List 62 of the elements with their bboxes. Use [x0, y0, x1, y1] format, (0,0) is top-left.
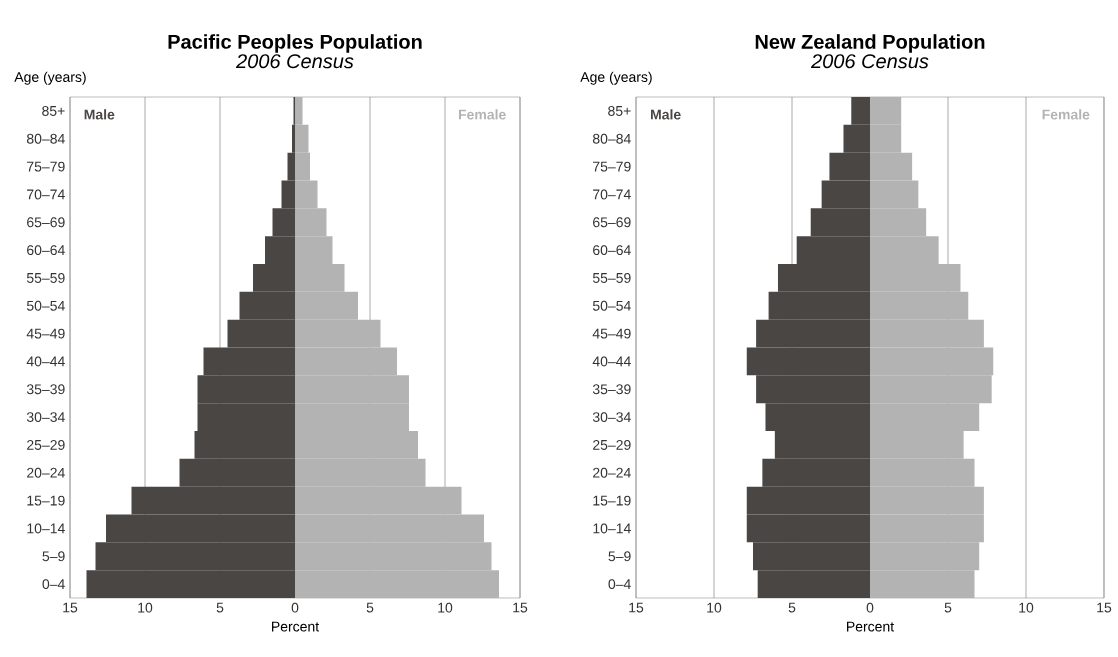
- y-tick-label: 65–69: [27, 217, 65, 228]
- y-tick-label: 45–49: [592, 328, 631, 339]
- x-tick-label: 0: [291, 602, 299, 613]
- x-tick-label: 10: [138, 602, 153, 613]
- y-tick-label: 85+: [608, 105, 631, 116]
- x-tick-label: 5: [366, 602, 374, 613]
- chart-title: New Zealand Population: [755, 34, 985, 53]
- text: Male: [651, 109, 681, 120]
- text: Female: [1042, 109, 1090, 120]
- y-tick-label: 60–64: [593, 245, 631, 256]
- y-tick-label: 25–29: [593, 439, 631, 450]
- chart-subtitle: 2006 Census: [235, 54, 354, 69]
- chart-title: Pacific Peoples Population: [168, 34, 422, 53]
- text: Male: [84, 109, 115, 120]
- y-tick-label: 15–19: [593, 495, 631, 506]
- x-axis-title: Percent: [847, 621, 895, 632]
- x-tick-label: 15: [63, 602, 78, 613]
- y-tick-label: 20–24: [593, 467, 631, 478]
- y-tick-label: 0–4: [42, 579, 65, 590]
- y-tick-label: 10–14: [27, 523, 65, 534]
- y-tick-label: 5–9: [42, 551, 65, 562]
- x-tick-label: 0: [866, 602, 874, 613]
- y-tick-label: 15–19: [27, 495, 65, 506]
- y-tick-label: 45–49: [26, 328, 65, 339]
- y-tick-label: 35–39: [26, 384, 65, 395]
- y-axis-title: Age (years): [580, 71, 652, 85]
- y-tick-label: 70–74: [27, 189, 65, 200]
- x-tick-label: 5: [216, 602, 224, 613]
- y-tick-label: 65–69: [593, 217, 631, 228]
- y-tick-label: 30–34: [592, 412, 631, 423]
- y-tick-label: 50–54: [592, 300, 631, 311]
- y-tick-label: 40–44: [592, 356, 631, 367]
- y-tick-label: 55–59: [26, 272, 65, 283]
- chart-subtitle: 2006 Census: [810, 54, 929, 69]
- y-tick-label: 75–79: [27, 161, 65, 172]
- x-tick-label: 15: [629, 602, 644, 613]
- x-tick-label: 5: [788, 602, 796, 613]
- y-tick-label: 25–29: [27, 439, 65, 450]
- y-tick-label: 70–74: [593, 189, 631, 200]
- y-tick-label: 30–34: [26, 412, 65, 423]
- y-tick-label: 40–44: [26, 356, 65, 367]
- y-tick-label: 35–39: [592, 384, 631, 395]
- x-tick-label: 10: [1019, 602, 1034, 613]
- x-tick-label: 5: [944, 602, 952, 613]
- y-tick-label: 50–54: [26, 300, 65, 311]
- y-tick-label: 75–79: [593, 161, 631, 172]
- x-tick-label: 15: [1097, 602, 1112, 613]
- text: Female: [458, 109, 506, 120]
- y-tick-label: 80–84: [592, 133, 631, 144]
- y-tick-label: 0–4: [608, 579, 631, 590]
- y-tick-label: 60–64: [27, 245, 65, 256]
- x-axis-title: Percent: [272, 621, 320, 632]
- y-axis-title: Age (years): [14, 71, 86, 85]
- y-tick-label: 5–9: [608, 551, 631, 562]
- x-tick-label: 10: [707, 602, 722, 613]
- y-tick-label: 10–14: [593, 523, 631, 534]
- y-tick-label: 20–24: [27, 467, 65, 478]
- y-tick-label: 80–84: [26, 133, 65, 144]
- x-tick-label: 10: [438, 602, 453, 613]
- x-tick-label: 15: [513, 602, 528, 613]
- y-tick-label: 55–59: [592, 272, 631, 283]
- y-tick-label: 85+: [42, 105, 65, 116]
